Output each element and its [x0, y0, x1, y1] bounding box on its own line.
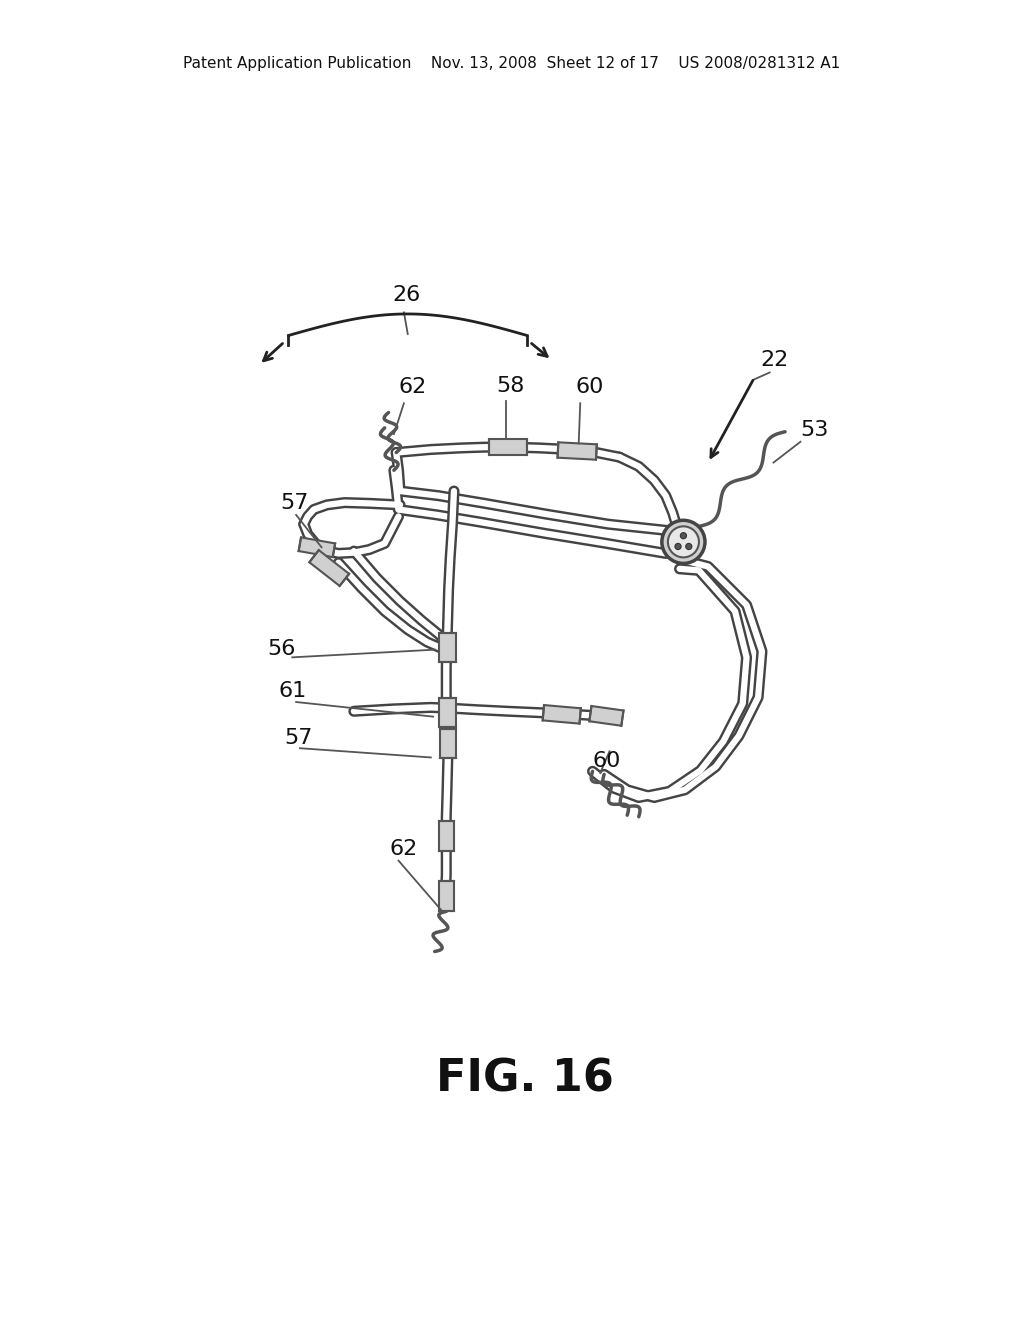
Text: 22: 22: [761, 350, 788, 371]
Text: 62: 62: [389, 840, 418, 859]
Polygon shape: [438, 882, 454, 911]
Text: 57: 57: [285, 727, 313, 747]
Text: 61: 61: [279, 681, 306, 701]
Text: 60: 60: [575, 378, 604, 397]
Polygon shape: [299, 537, 335, 557]
Text: 60: 60: [593, 751, 621, 771]
Polygon shape: [543, 705, 581, 723]
Polygon shape: [440, 729, 456, 758]
Text: 62: 62: [398, 378, 427, 397]
Polygon shape: [557, 442, 597, 459]
Text: 57: 57: [281, 492, 309, 512]
Polygon shape: [439, 632, 457, 663]
Circle shape: [662, 520, 705, 564]
Polygon shape: [438, 821, 454, 850]
Text: Patent Application Publication    Nov. 13, 2008  Sheet 12 of 17    US 2008/02813: Patent Application Publication Nov. 13, …: [183, 55, 841, 71]
Polygon shape: [488, 440, 527, 455]
Text: 53: 53: [801, 420, 828, 440]
Polygon shape: [439, 698, 457, 727]
Circle shape: [680, 532, 686, 539]
Text: FIG. 16: FIG. 16: [436, 1057, 613, 1100]
Text: 26: 26: [392, 285, 421, 305]
Text: 58: 58: [497, 376, 524, 396]
Text: 56: 56: [267, 639, 296, 659]
Circle shape: [675, 544, 681, 549]
Circle shape: [686, 544, 692, 549]
Polygon shape: [309, 550, 349, 586]
Polygon shape: [590, 706, 624, 726]
Circle shape: [668, 527, 699, 557]
